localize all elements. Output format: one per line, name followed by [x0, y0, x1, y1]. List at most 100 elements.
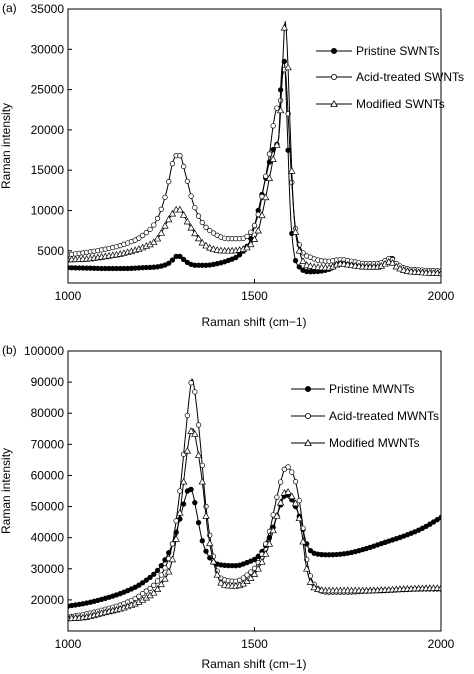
data-point: [251, 222, 258, 229]
data-point: [68, 614, 72, 622]
legend-marker-filled-circle: [304, 385, 311, 392]
x-axis-label: Raman shift (cm−1): [201, 657, 306, 671]
data-point: [217, 578, 225, 586]
data-point: [254, 226, 262, 234]
data-point: [310, 583, 318, 591]
data-point: [179, 477, 188, 485]
y-tick-label: 5000: [37, 244, 64, 258]
data-point: [437, 269, 441, 277]
y-tick-label: 15000: [31, 163, 65, 177]
data-point: [203, 548, 209, 554]
x-axis-ticks: 1000 1500 2000: [55, 627, 455, 651]
data-point: [168, 555, 177, 563]
y-tick-label: 80000: [31, 406, 65, 420]
data-point: [176, 205, 184, 213]
data-point: [192, 389, 198, 395]
data-point: [202, 241, 210, 249]
data-point: [273, 141, 281, 148]
data-point: [158, 206, 164, 212]
chart-panel-b: (b) 20000 30000 40000 50000 60000 70000 80000 9…: [0, 343, 455, 671]
data-point: [199, 538, 205, 544]
data-point: [184, 178, 191, 184]
data-point: [295, 514, 303, 522]
data-point: [157, 229, 165, 236]
y-tick-label: 40000: [31, 531, 65, 545]
data-point: [194, 234, 203, 242]
data-point: [191, 229, 199, 237]
data-point: [177, 488, 183, 494]
data-point: [151, 222, 157, 228]
data-point: [150, 238, 158, 245]
data-point: [187, 427, 195, 434]
data-point: [430, 519, 437, 525]
data-point: [276, 498, 285, 506]
y-tick-label: 60000: [31, 468, 65, 482]
legend-label: Modified MWNTs: [329, 436, 420, 450]
y-axis-label: Raman intensity: [0, 448, 13, 534]
data-point: [266, 151, 273, 157]
data-point: [166, 260, 172, 266]
data-point: [277, 87, 284, 93]
data-point: [210, 230, 217, 236]
legend: Pristine MWNTs Acid-treated MWNTs Modifi…: [291, 382, 439, 450]
data-point: [261, 193, 270, 201]
data-point: [202, 512, 210, 519]
data-point: [288, 492, 296, 500]
x-tick-label: 1500: [241, 289, 268, 303]
chart-panel-a: (a) 5000 10000 15000 20000 25000 30000 35000 1…: [0, 1, 464, 329]
data-point: [273, 511, 281, 519]
data-point: [161, 574, 169, 582]
data-point: [281, 466, 287, 472]
data-point: [143, 577, 149, 583]
data-point: [284, 488, 292, 495]
data-point: [151, 571, 157, 577]
series-markers: [68, 427, 441, 622]
data-point: [136, 235, 142, 241]
data-point: [157, 580, 165, 588]
data-point: [258, 211, 266, 219]
data-point: [162, 565, 168, 571]
data-point: [183, 446, 192, 454]
x-tick-label: 1000: [55, 637, 82, 651]
y-tick-label: 20000: [31, 123, 65, 137]
data-point: [139, 232, 146, 239]
y-tick-label: 30000: [31, 42, 65, 56]
data-point: [147, 226, 153, 233]
legend-entry: Modified SWNTs: [316, 97, 445, 111]
legend-label: Acid-treated MWNTs: [329, 409, 439, 423]
data-point: [177, 253, 183, 260]
data-point: [162, 194, 168, 200]
data-point: [169, 161, 176, 167]
x-tick-label: 1500: [241, 637, 268, 651]
data-point: [147, 574, 153, 581]
data-point: [153, 585, 162, 592]
legend-marker-open-circle: [330, 74, 337, 81]
series-markers: [68, 66, 441, 274]
data-point: [151, 582, 157, 588]
y-tick-label: 20000: [31, 593, 65, 607]
panel-label: (b): [2, 343, 17, 357]
data-point: [195, 213, 202, 219]
data-point: [158, 572, 164, 578]
data-point: [263, 173, 269, 179]
data-point: [166, 178, 172, 185]
data-point: [195, 520, 202, 526]
data-point: [180, 501, 187, 507]
data-point: [195, 422, 202, 428]
data-point: [261, 549, 270, 557]
data-point: [199, 219, 205, 226]
data-point: [183, 217, 192, 225]
y-axis-label: Raman intensity: [0, 103, 13, 189]
y-tick-label: 90000: [31, 375, 65, 389]
data-point: [165, 215, 173, 223]
data-point: [277, 479, 284, 485]
legend-entry: Modified MWNTs: [291, 436, 420, 450]
data-point: [247, 574, 255, 581]
data-point: [192, 500, 198, 506]
data-point: [177, 153, 183, 159]
data-point: [213, 570, 221, 578]
data-point: [169, 257, 176, 263]
data-point: [250, 570, 259, 577]
data-point: [269, 526, 277, 534]
data-point: [270, 123, 276, 129]
